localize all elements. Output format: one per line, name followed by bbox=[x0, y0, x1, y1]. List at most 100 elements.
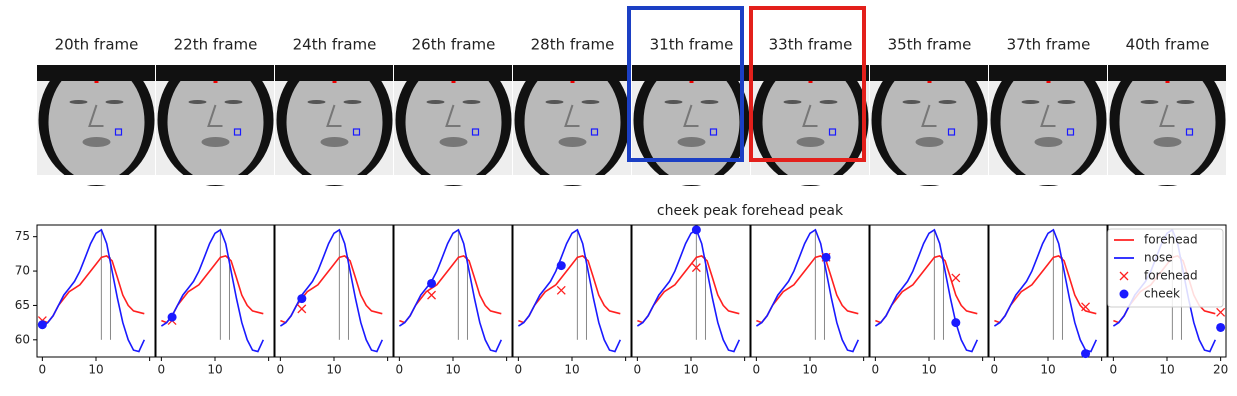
face bbox=[167, 62, 264, 182]
eye bbox=[545, 100, 564, 104]
cheek-roi bbox=[709, 128, 718, 136]
cheek-roi bbox=[1066, 128, 1075, 136]
eye bbox=[581, 100, 600, 104]
mouth bbox=[558, 137, 587, 147]
forehead-roi bbox=[927, 81, 932, 83]
forehead-roi bbox=[213, 81, 218, 83]
mouth bbox=[1034, 137, 1063, 147]
crop-top bbox=[37, 50, 155, 65]
highlight-box bbox=[627, 6, 744, 162]
eye bbox=[783, 100, 802, 104]
cheek-roi bbox=[471, 128, 480, 136]
eye bbox=[1140, 100, 1159, 104]
crop-bottom bbox=[751, 175, 869, 185]
cheek-roi bbox=[1185, 128, 1194, 136]
cheek-marker bbox=[691, 225, 701, 235]
series-line bbox=[41, 228, 146, 353]
eye bbox=[1021, 100, 1040, 104]
x-tick-label: 0 bbox=[1110, 363, 1118, 377]
panel: 0 10 bbox=[274, 224, 394, 377]
series-line bbox=[636, 228, 741, 353]
x-tick-label: 0 bbox=[872, 363, 880, 377]
eye bbox=[343, 100, 362, 104]
face bbox=[286, 62, 383, 182]
mouth bbox=[915, 137, 944, 147]
head-band bbox=[870, 65, 988, 81]
nose bbox=[1159, 104, 1175, 127]
head-band bbox=[394, 65, 512, 81]
forehead-roi bbox=[689, 81, 694, 83]
cheek-marker bbox=[167, 312, 177, 322]
forehead-marker bbox=[951, 273, 961, 283]
head-band bbox=[37, 65, 155, 81]
panel: 0 10 bbox=[631, 224, 751, 377]
frame-label: 22th frame bbox=[174, 36, 258, 54]
forehead-marker bbox=[297, 304, 307, 314]
cheek-marker bbox=[951, 318, 961, 328]
crop-top bbox=[156, 50, 274, 65]
face bbox=[48, 62, 145, 182]
x-tick-label: 0 bbox=[515, 363, 523, 377]
eye bbox=[105, 100, 124, 104]
face bbox=[643, 62, 740, 182]
frame-label: 33th frame bbox=[769, 36, 853, 54]
forehead-marker bbox=[1081, 302, 1091, 312]
cheek-roi bbox=[828, 128, 837, 136]
x-tick-label: 0 bbox=[634, 363, 642, 377]
nose bbox=[445, 104, 461, 127]
cheek-roi bbox=[233, 128, 242, 136]
cheek-marker bbox=[1081, 349, 1091, 359]
legend-box bbox=[1107, 228, 1224, 308]
head-band bbox=[989, 65, 1107, 81]
cheek-marker bbox=[427, 278, 437, 288]
cheek-marker bbox=[556, 261, 566, 271]
forehead-marker bbox=[691, 263, 701, 273]
head-band bbox=[751, 65, 869, 81]
x-tick-label: 10 bbox=[921, 363, 936, 377]
mouth bbox=[677, 137, 706, 147]
forehead-roi bbox=[94, 81, 99, 83]
frame-label: 26th frame bbox=[412, 36, 496, 54]
frame-label: 37th frame bbox=[1007, 36, 1091, 54]
legend-label: forehead bbox=[1144, 269, 1198, 283]
mouth bbox=[796, 137, 825, 147]
frame-label: 40th frame bbox=[1126, 36, 1210, 54]
x-tick-label: 0 bbox=[39, 363, 47, 377]
crop-bottom bbox=[513, 175, 631, 185]
eye bbox=[224, 100, 243, 104]
crop-bottom bbox=[870, 175, 988, 185]
x-tick-label: 10 bbox=[802, 363, 817, 377]
nose bbox=[921, 104, 937, 127]
nose bbox=[802, 104, 818, 127]
eye bbox=[307, 100, 326, 104]
nose bbox=[207, 104, 223, 127]
x-tick-label: 10 bbox=[326, 363, 341, 377]
head-band bbox=[632, 65, 750, 81]
panel: 0 10 bbox=[393, 224, 513, 377]
plot-area bbox=[512, 224, 632, 358]
panel: 0 10 bbox=[512, 224, 632, 377]
nose bbox=[1040, 104, 1056, 127]
x-tick-label: 10 bbox=[88, 363, 103, 377]
eye bbox=[1176, 100, 1195, 104]
x-tick-label: 10 bbox=[683, 363, 698, 377]
panel: 0 10 bbox=[869, 224, 989, 377]
x-tick-label: 10 bbox=[445, 363, 460, 377]
eye bbox=[426, 100, 445, 104]
frame-label: 24th frame bbox=[293, 36, 377, 54]
series-line bbox=[398, 228, 503, 353]
panel: 0 10 bbox=[988, 224, 1108, 377]
face bbox=[881, 62, 978, 182]
crop-top bbox=[1108, 50, 1226, 65]
eye bbox=[664, 100, 683, 104]
mouth bbox=[82, 137, 111, 147]
face bbox=[524, 62, 621, 182]
eye bbox=[902, 100, 921, 104]
forehead-marker bbox=[427, 290, 437, 300]
mouth bbox=[1153, 137, 1182, 147]
cheek-roi bbox=[114, 128, 123, 136]
crop-bottom bbox=[989, 175, 1107, 185]
eye bbox=[188, 100, 207, 104]
plot-area bbox=[155, 224, 275, 358]
